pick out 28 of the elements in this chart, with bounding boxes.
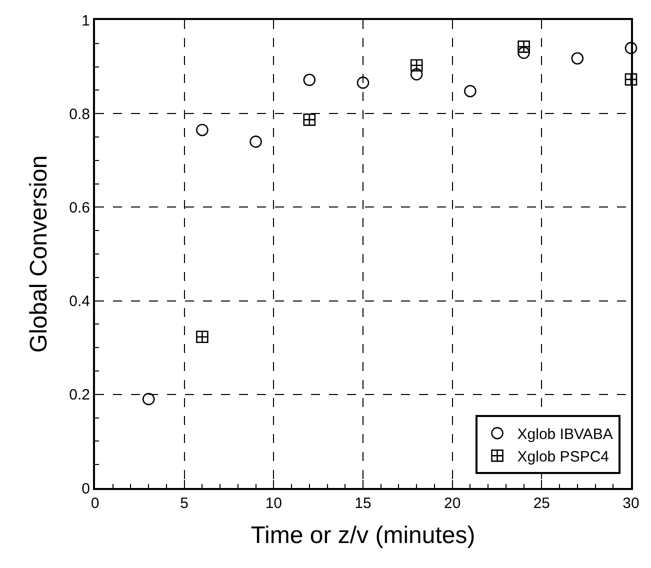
point (303, 114, 316, 126)
x-tick-label: 5 (180, 495, 188, 512)
y-tick-label: 0 (82, 480, 90, 498)
x-tick-label: 30 (622, 495, 640, 512)
point (464, 84, 476, 98)
legend-label: Xglob PSPC4 (517, 448, 610, 466)
x-tick-label: 15 (354, 495, 372, 512)
point (624, 73, 638, 86)
x-axis-title: Time or z/v (minutes) (250, 522, 476, 549)
y-axis-title: Global Conversion (26, 155, 53, 353)
point (250, 136, 262, 148)
legend-label: Xglob IBVABA (517, 426, 613, 444)
point (410, 59, 423, 72)
x-tick-label: 25 (533, 495, 550, 512)
y-tick-label: 0.8 (69, 106, 90, 123)
y-tick-label: 0.2 (69, 386, 90, 404)
y-tick-label: 0.4 (69, 293, 90, 310)
point (571, 52, 584, 65)
y-tick-label: 0.6 (69, 199, 90, 216)
point (303, 74, 316, 86)
point (518, 40, 530, 53)
x-tick-label: 20 (444, 495, 461, 512)
x-tick-label: 10 (265, 495, 282, 512)
point (356, 76, 370, 89)
point (196, 124, 208, 136)
y-tick-label: 1 (82, 12, 90, 30)
point (196, 330, 208, 343)
point (142, 392, 155, 406)
